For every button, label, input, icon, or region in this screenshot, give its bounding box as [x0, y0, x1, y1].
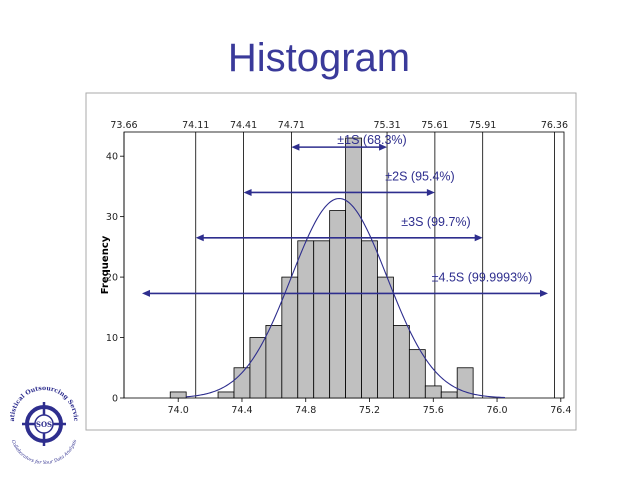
reference-label: 76.36 [541, 120, 568, 131]
histogram-bar [265, 325, 283, 399]
reference-label: 74.41 [230, 120, 257, 131]
x-tick-label: 74.4 [231, 405, 252, 416]
y-tick-label: 0 [112, 394, 118, 405]
sigma-bands: ±1S (68.3%) ±2S (95.4%) ±3S (99.7%) ±4.5S (… [142, 133, 548, 297]
sigma-band-label: ±1S (68.3%) [337, 133, 406, 147]
sigma-band-arrow-left [195, 234, 204, 242]
sigma-band-arrow-right [379, 143, 388, 151]
x-tick-label: 75.6 [423, 405, 444, 416]
sigma-band-arrow-right [426, 188, 435, 196]
x-tick-label: 74.8 [295, 405, 316, 416]
x-tick-label: 76.4 [550, 405, 571, 416]
reference-label: 75.91 [469, 120, 496, 131]
histogram-bar [408, 349, 426, 399]
sigma-band-arrow-right [540, 289, 548, 297]
histogram-bar [217, 391, 235, 399]
x-tick-label: 75.2 [359, 405, 380, 416]
y-tick-label: 20 [106, 273, 118, 284]
histogram-bar [249, 337, 267, 399]
x-tick-label: 74.0 [168, 405, 189, 416]
histogram-bar [424, 385, 442, 399]
histogram-bar [377, 276, 394, 399]
sigma-band-label: ±2S (95.4%) [385, 169, 454, 183]
reference-label: 74.11 [182, 120, 209, 131]
x-tick-label: 76.0 [486, 405, 507, 416]
slide-title: Histogram [227, 36, 411, 80]
logo-inner [34, 414, 54, 434]
logo-name: Statistical Outsourcing Services [2, 372, 79, 422]
histogram-bar [393, 325, 410, 399]
normal-curve [186, 197, 506, 399]
company-logo: SOS Statistical Outsourcing Services Col… [2, 372, 79, 466]
reference-label: 74.71 [278, 120, 305, 131]
histogram-bar [361, 240, 378, 399]
axes: 74.0 74.4 74.8 75.2 75.6 76.0 76.4 0 10 20 30 40 [106, 152, 571, 416]
logo-initials: SOS [36, 420, 52, 429]
sigma-band-label: ±3S (99.7%) [401, 215, 470, 229]
normal-fit-curve [186, 197, 506, 399]
reference-label: 75.31 [373, 120, 400, 131]
histogram-bar [345, 137, 362, 399]
sigma-band-arrow-left [243, 188, 252, 196]
y-tick-label: 10 [106, 333, 118, 344]
sigma-band-arrow-right [474, 234, 483, 242]
histogram-bar [440, 391, 458, 399]
reference-label: 75.61 [421, 120, 448, 131]
sigma-band-label: ±4.5S (99.9993%) [432, 270, 533, 284]
histogram-bar [313, 240, 331, 399]
y-axis-label: Frequency [100, 235, 111, 294]
histogram-bar [329, 210, 346, 399]
histogram-bar [297, 240, 315, 399]
y-tick-label: 30 [106, 212, 118, 223]
histogram-bar [169, 391, 187, 399]
sigma-band-arrow-left [142, 289, 150, 297]
sigma-band-arrow-left [291, 143, 300, 151]
y-tick-label: 40 [106, 152, 118, 163]
reference-label: 73.66 [110, 120, 137, 131]
histogram-bars [169, 137, 474, 399]
